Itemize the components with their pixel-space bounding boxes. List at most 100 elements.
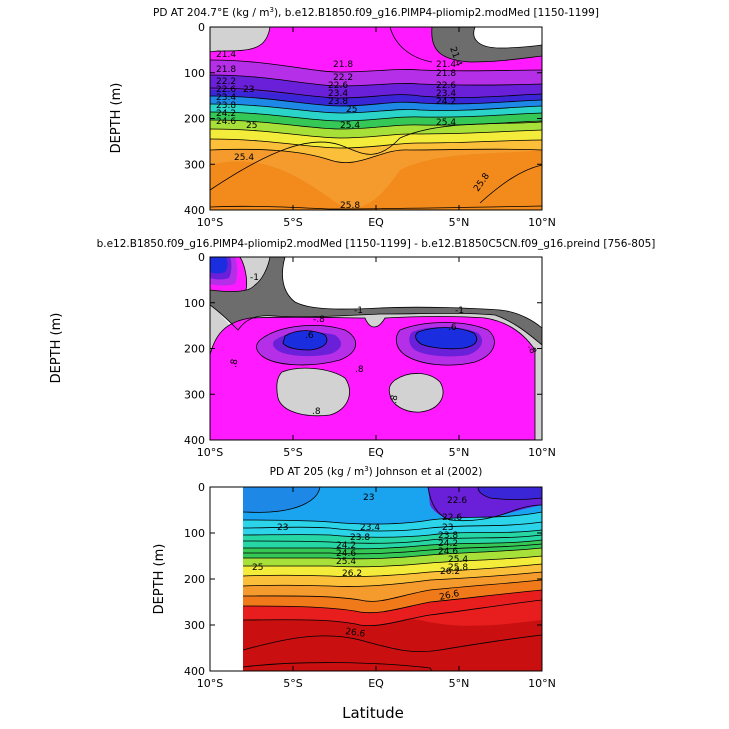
contour-label: 25: [346, 105, 357, 115]
y-tick-label: 400: [184, 434, 205, 447]
contour-label: 24.6: [216, 117, 236, 127]
contour-label: 24.6: [438, 547, 458, 557]
panel-3-contour: [242, 487, 321, 513]
x-tick-label: 5°N: [449, 216, 470, 229]
contour-label: 25.8: [448, 563, 468, 573]
panel-1-axes: 10°S 5°S EQ 5°N 10°N 0 100 200 300 400: [184, 21, 556, 229]
y-tick-label: 0: [198, 481, 205, 494]
panel-3-band-orange: [243, 572, 542, 602]
contour-label: 23.4: [216, 93, 236, 103]
panel-3-contour: [242, 511, 542, 525]
panel-1-contour: [479, 164, 542, 204]
contour-label: 26.2: [440, 567, 460, 577]
panel-3-contour: [242, 521, 542, 532]
panel-1-contour: [210, 27, 271, 53]
panel-2-contour: [256, 325, 357, 366]
contour-label: 26.6: [345, 627, 367, 640]
contour-label: 22.6: [447, 496, 467, 506]
contour-label: 25.4: [234, 153, 254, 163]
y-tick-label: 400: [184, 665, 205, 678]
contour-label: 23.8: [216, 101, 236, 111]
panel-3-contour: [242, 662, 433, 671]
panel-3-top-left-blue: [243, 487, 320, 513]
panel-3-contour: [477, 487, 542, 500]
panel-1-contour: [210, 148, 542, 164]
contour-label: 24.2: [336, 541, 356, 551]
contour-label: 22.2: [216, 77, 236, 87]
x-tick-label: 5°S: [283, 216, 302, 229]
contour-label: 25.8: [340, 201, 360, 211]
panel-1-contour: [431, 27, 542, 63]
x-tick-label: 10°S: [197, 446, 223, 459]
panel-2-contour-labels: -1 -1 -1 -.8 .8 .8 .8 .8 .8 .6 .6: [229, 273, 538, 417]
panel-1-band-lime: [210, 120, 542, 138]
contour-label: 25: [252, 563, 263, 573]
panel-3: PD AT 205 (kg / m3) Johnson et al (2002): [152, 465, 556, 690]
panel-2-blue-left: [283, 330, 327, 350]
panel-1-contour: [473, 27, 542, 49]
panel-2-contour-lines: [210, 257, 542, 440]
contour-label: -1: [455, 306, 464, 316]
contour-label: 24.2: [216, 109, 236, 119]
y-tick-label: 100: [184, 527, 205, 540]
y-tick-label: 100: [184, 67, 205, 80]
panel-2-grey-island-left: [276, 368, 350, 416]
panel-2-contour: [245, 257, 271, 291]
panel-1-band-violet: [210, 75, 542, 98]
contour-label: 26.2: [342, 569, 362, 579]
panel-1: PD AT 204.7°E (kg / m3), b.e12.B1850.f09…: [109, 6, 599, 229]
contour-label: 25.4: [448, 555, 468, 565]
y-tick-label: 300: [184, 388, 205, 401]
contour-label: 23.8: [438, 531, 458, 541]
panel-3-contour: [242, 529, 542, 538]
y-tick-label: 100: [184, 297, 205, 310]
contour-label: 24.6: [336, 549, 356, 559]
panel-1-contour: [210, 111, 542, 122]
x-tick-label: EQ: [368, 216, 384, 229]
contour-label: 25: [246, 121, 257, 131]
contour-label: .8: [312, 407, 321, 417]
y-tick-label: 200: [184, 113, 205, 126]
y-tick-label: 0: [198, 251, 205, 264]
panel-2-contour: [282, 330, 328, 351]
contour-label: 21.4: [436, 60, 456, 70]
panel-2-contour: [276, 367, 350, 417]
y-tick-label: 300: [184, 158, 205, 171]
panel-1-contour-labels: 21.4 21.8 22.2 22.6 23 23.4 23.8 24.2 24…: [216, 46, 492, 211]
x-axis-label: Latitude: [342, 704, 404, 722]
y-tick-label: 300: [184, 619, 205, 632]
panel-1-contour: [210, 138, 542, 149]
panel-2-contour: [210, 304, 542, 346]
x-tick-label: 5°N: [449, 446, 470, 459]
contour-label: 24.2: [436, 97, 456, 107]
contour-label: 21.8: [216, 65, 236, 75]
contour-label: -1: [354, 306, 363, 316]
contour-label: .6: [305, 331, 314, 341]
panel-1-contour: [210, 59, 542, 73]
panel-2-contour: [210, 316, 536, 440]
panel-2-top-grey: [240, 257, 270, 290]
contour-label: 21.8: [333, 60, 353, 70]
panel-3-contour: [243, 547, 542, 560]
panel-3-ylabel: DEPTH (m): [152, 544, 167, 615]
panel-2-contour: [395, 322, 495, 366]
contour-label: 22.6: [442, 513, 462, 523]
panel-3-contour: [243, 543, 542, 555]
y-tick-label: 0: [198, 21, 205, 34]
panel-3-contour: [242, 579, 542, 602]
x-tick-label: 10°N: [528, 677, 556, 690]
panel-2-grey-island-right: [389, 373, 444, 413]
contour-label: 23.4: [328, 89, 348, 99]
contour-label: 23.4: [360, 523, 380, 533]
panel-1-contour: [210, 87, 542, 99]
contour-label: 26.6: [439, 589, 461, 603]
panel-1-contour: [210, 103, 542, 114]
panel-1-contour-lines: [210, 27, 542, 210]
panel-1-band-lightblue: [210, 96, 542, 113]
panel-3-contour: [242, 563, 542, 578]
contour-label: .8: [229, 358, 240, 368]
panel-2-top-left-blue: [210, 257, 228, 274]
panel-2-blue-right: [415, 327, 477, 349]
panel-2-title: b.e12.B1850.f09_g16.PlMP4-pliomip2.modMe…: [97, 238, 656, 250]
panel-3-band-darkorange: [243, 580, 542, 613]
